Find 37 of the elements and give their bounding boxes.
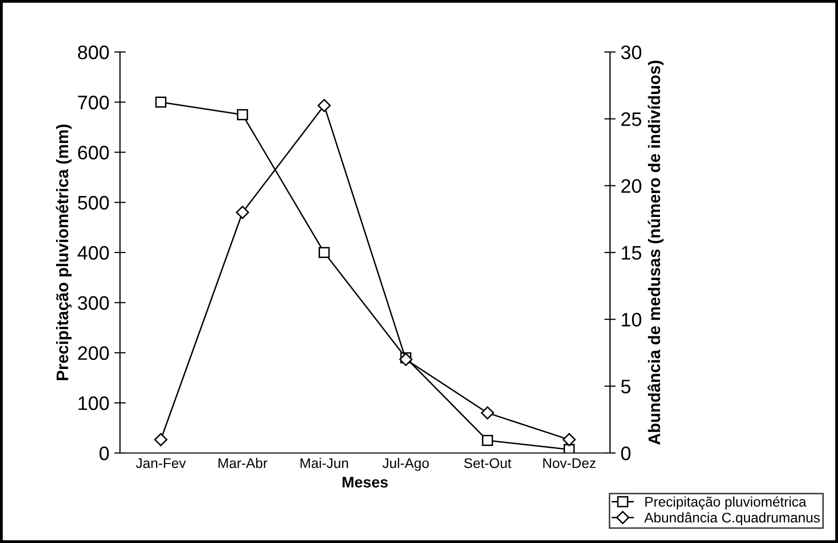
y-tick-label: 500 — [78, 196, 109, 210]
x-tick-label: Mai-Jun — [300, 458, 348, 468]
point — [482, 434, 494, 446]
x-axis-title: Meses — [342, 476, 388, 488]
x-tick-label: Nov-Dez — [543, 458, 596, 468]
point — [318, 246, 330, 258]
point — [236, 109, 248, 120]
y-tick-label: 400 — [78, 246, 109, 260]
point — [562, 433, 576, 446]
y-tick-label: 300 — [78, 296, 109, 310]
point — [155, 96, 166, 108]
y-tick-label: 700 — [78, 96, 109, 110]
x-tick-label: Jan-Fev — [136, 458, 186, 468]
y-tick-label: 800 — [78, 45, 109, 60]
y-tick-label: 600 — [78, 146, 109, 160]
y2-tick-label: 0 — [621, 446, 630, 460]
point — [318, 98, 331, 112]
x-tick-label: Set-Out — [464, 458, 512, 468]
y-axis-title: Precipitação pluviométrica (mm) — [56, 124, 72, 380]
y2-tick-label: 10 — [622, 312, 642, 327]
y2-tick-label: 30 — [621, 45, 642, 60]
point — [154, 433, 168, 446]
y2-tick-label: 15 — [622, 246, 642, 260]
point — [399, 352, 412, 366]
x-tick-label: Mar-Abr — [218, 458, 268, 468]
point — [236, 206, 250, 219]
legend-label: Precipitação pluviométrica — [645, 496, 806, 510]
y2-tick-label: 5 — [621, 380, 630, 394]
y2-tick-label: 20 — [621, 179, 642, 193]
y2-axis-title: Abundância de medusas (número de indivíduos) — [648, 60, 664, 445]
point — [480, 406, 494, 420]
y-tick-label: 200 — [78, 346, 109, 360]
x-tick-label: Jul-Ago — [382, 458, 429, 471]
legend-label: Abundância C.quadrumanus — [644, 512, 820, 526]
y2-tick-label: 25 — [621, 112, 642, 126]
y-tick-label: 100 — [78, 396, 109, 410]
y-tick-label: 0 — [100, 446, 109, 460]
